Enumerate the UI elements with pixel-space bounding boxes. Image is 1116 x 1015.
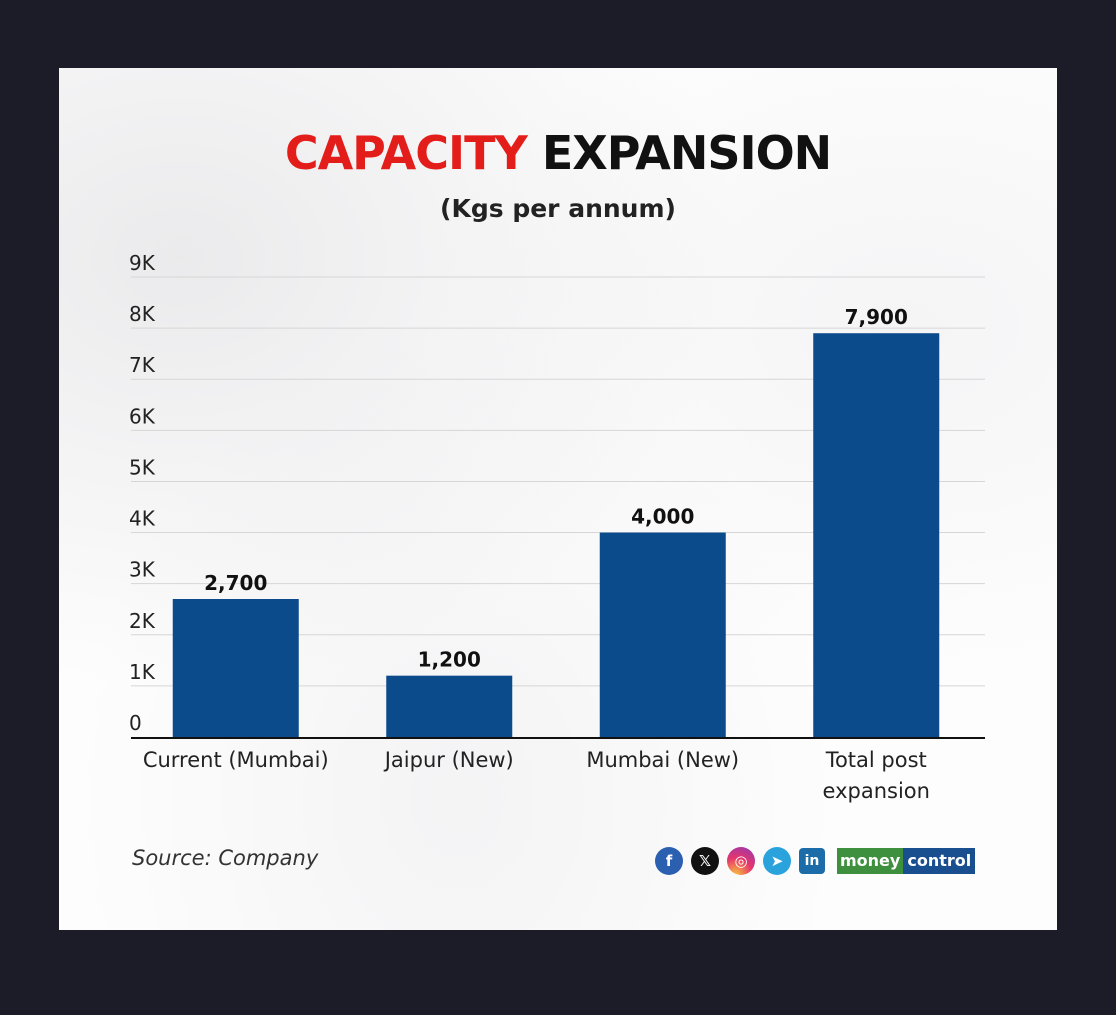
data-label: 4,000 (631, 505, 694, 529)
telegram-icon[interactable]: ➤ (763, 847, 791, 875)
bar (386, 675, 513, 737)
y-tick-label: 1K (129, 660, 156, 684)
infographic-card: CAPACITY EXPANSION (Kgs per annum) 0 1K 2K… (59, 68, 1057, 930)
x-icon[interactable]: 𝕏 (691, 847, 719, 875)
data-label: 1,200 (418, 648, 481, 672)
instagram-icon[interactable]: ◎ (727, 847, 755, 875)
bar-chart: 0 1K 2K 3K 4K 5K 6K 7K 8K 9K 2,700 Current (Mumbai)… (129, 251, 985, 803)
chart-subtitle: (Kgs per annum) (440, 194, 676, 223)
y-tick-label: 8K (129, 302, 156, 326)
y-tick-label: 6K (129, 404, 156, 428)
y-tick-label: 4K (129, 507, 156, 531)
y-tick-label: 2K (129, 609, 156, 633)
y-tick-label: 5K (129, 455, 156, 479)
x-tick-label: Jaipur (New) (383, 748, 514, 772)
title-main: EXPANSION (541, 126, 832, 180)
data-label: 7,900 (845, 305, 908, 329)
title-accent: CAPACITY (284, 126, 528, 180)
x-tick-label: Current (Mumbai) (143, 748, 329, 772)
y-tick-label: 7K (129, 353, 156, 377)
moneycontrol-logo: money control (837, 848, 976, 874)
y-tick-label: 9K (129, 251, 156, 275)
chart-title: CAPACITY EXPANSION (59, 126, 1057, 180)
bar (813, 333, 940, 737)
x-tick-label: Mumbai (New) (586, 748, 739, 772)
linkedin-icon[interactable]: in (799, 848, 825, 874)
facebook-icon[interactable]: f (655, 847, 683, 875)
data-label: 2,700 (204, 571, 267, 595)
brand-money: money (837, 848, 904, 874)
bar (172, 599, 299, 737)
y-tick-label: 0 (129, 711, 142, 735)
bar (599, 532, 726, 737)
x-tick-label: expansion (823, 779, 930, 803)
social-icons: f 𝕏 ◎ ➤ in money control (655, 846, 976, 876)
brand-control: control (903, 848, 976, 874)
x-tick-label: Total post (825, 748, 927, 772)
y-tick-label: 3K (129, 558, 156, 582)
source-note: Source: Company (132, 846, 319, 870)
